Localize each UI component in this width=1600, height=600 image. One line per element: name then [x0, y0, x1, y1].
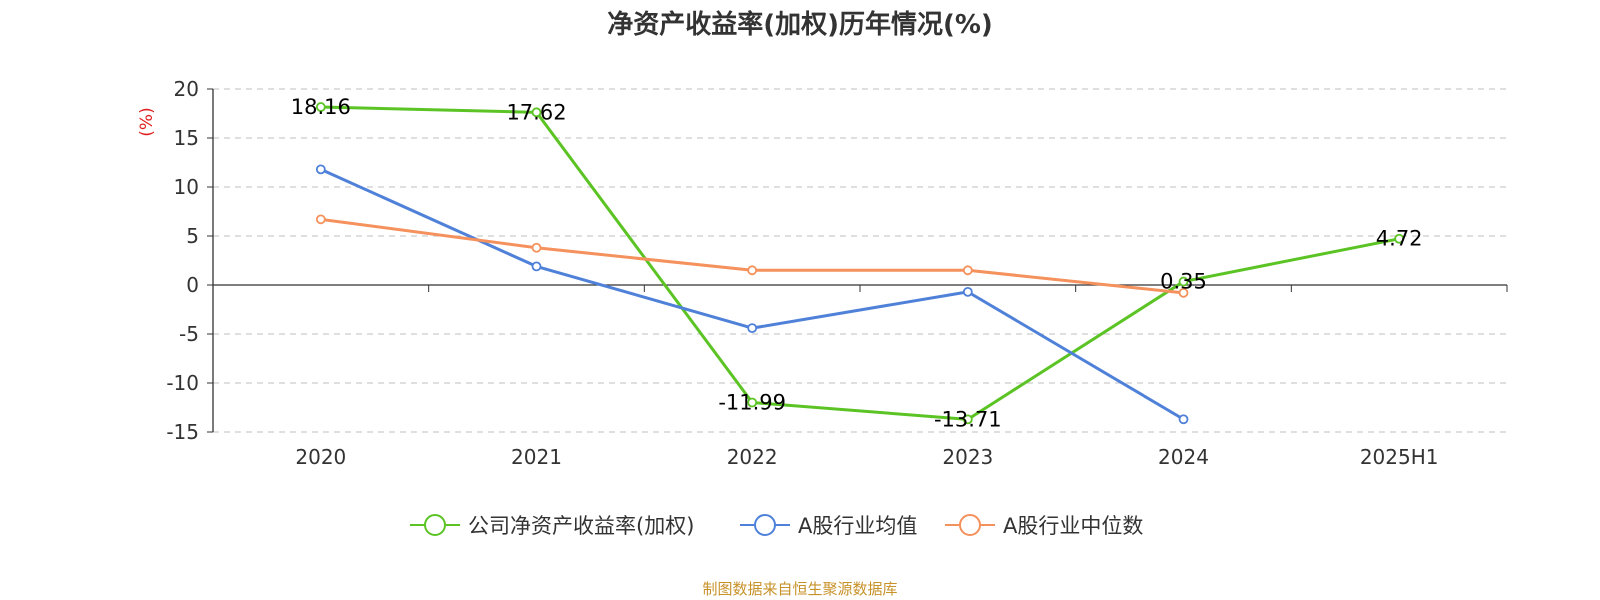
legend-label-2: A股行业中位数	[1003, 514, 1143, 538]
data-label-0-5: 4.72	[1376, 227, 1423, 251]
series-points	[315, 102, 1405, 425]
data-point-2-1	[531, 242, 542, 253]
data-point-1-0	[315, 164, 326, 175]
x-tick-label-1: 2021	[511, 445, 562, 469]
legend-swatch-marker-1	[754, 514, 776, 536]
data-source-note: 制图数据来自恒生聚源数据库	[702, 580, 898, 598]
legend-item-1[interactable]: A股行业均值	[740, 514, 917, 538]
grid-lines	[213, 88, 1507, 433]
legend-swatch-marker-0	[424, 514, 446, 536]
x-tick-label-2: 2022	[727, 445, 778, 469]
data-point-0-1	[531, 107, 542, 118]
legend-label-0: 公司净资产收益率(加权)	[468, 514, 694, 538]
data-point-0-4	[1178, 276, 1189, 287]
y-tick-label-0: 20	[174, 77, 199, 101]
x-tick-labels: 2020 2021 2022 2023 2024 2025H1	[295, 445, 1438, 469]
y-tick-label-7: -15	[166, 420, 199, 444]
data-point-1-2	[747, 323, 758, 334]
data-label-0-1: 17.62	[506, 100, 566, 124]
data-point-0-5	[1394, 233, 1405, 244]
x-tick-label-4: 2024	[1158, 445, 1209, 469]
data-point-1-3	[962, 286, 973, 297]
data-point-1-4	[1178, 414, 1189, 425]
x-tick-label-0: 2020	[295, 445, 346, 469]
legend: 公司净资产收益率(加权) A股行业均值 A股行业中位数	[410, 514, 1143, 538]
data-point-2-4	[1178, 287, 1189, 298]
data-point-2-3	[962, 265, 973, 276]
y-tick-label-4: 0	[186, 273, 199, 297]
legend-label-1: A股行业均值	[798, 514, 917, 538]
y-tick-label-2: 10	[174, 175, 199, 199]
data-label-0-4: 0.35	[1160, 270, 1207, 294]
x-tick-label-5: 2025H1	[1360, 445, 1439, 469]
y-tick-labels: 20 15 10 5 0 -5 -10 -15	[166, 77, 199, 444]
data-point-2-2	[747, 265, 758, 276]
y-tick-label-5: -5	[179, 322, 199, 346]
data-point-2-0	[315, 214, 326, 225]
data-point-0-0	[315, 102, 326, 112]
data-label-0-3: -13.71	[934, 407, 1002, 431]
data-point-1-1	[531, 261, 542, 272]
data-label-0-2: -11.99	[718, 391, 786, 415]
data-labels: 18.16 17.62 -11.99 -13.71 0.35 4.72	[291, 95, 1423, 431]
y-tick-label-1: 15	[174, 126, 199, 150]
series-line-0	[320, 105, 1400, 421]
data-point-0-2	[747, 397, 758, 408]
series-line-2	[320, 217, 1184, 295]
x-tick-label-3: 2023	[942, 445, 993, 469]
legend-item-2[interactable]: A股行业中位数	[945, 514, 1143, 538]
legend-item-0[interactable]: 公司净资产收益率(加权)	[410, 514, 694, 538]
axes	[207, 88, 1508, 433]
data-point-0-3	[962, 414, 973, 425]
series-line-1	[320, 167, 1185, 421]
y-tick-label-3: 5	[186, 224, 199, 248]
data-label-0-0: 18.16	[291, 95, 351, 119]
y-tick-label-6: -10	[166, 371, 199, 395]
chart-title: 净资产收益率(加权)历年情况(%)	[607, 10, 993, 40]
legend-swatch-marker-2	[959, 514, 981, 536]
y-axis-label: (%)	[137, 107, 157, 136]
series-lines	[320, 105, 1400, 421]
